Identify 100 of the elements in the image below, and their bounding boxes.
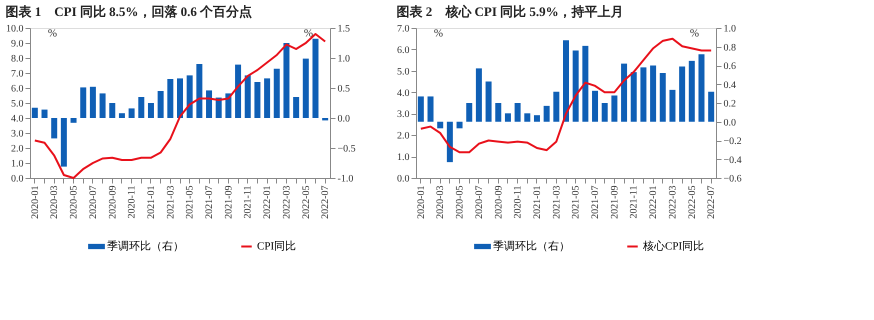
y2-tick-label: 0.8 (724, 42, 736, 54)
bar (254, 82, 260, 118)
y-axis-title: % (434, 28, 444, 40)
y-tick-label: 5.0 (397, 66, 410, 78)
bar (534, 115, 540, 122)
bar (90, 86, 96, 118)
x-tick-label: 2021-03 (551, 186, 562, 219)
x-tick-label: 2022-01 (648, 186, 660, 219)
bar (708, 92, 714, 122)
x-tick-label: 2022-03 (667, 186, 678, 219)
bar (437, 122, 444, 128)
bar (476, 68, 482, 122)
bar (118, 113, 125, 118)
x-tick-label: 2020-11 (126, 186, 138, 218)
y-tick-label: 8.0 (11, 54, 24, 64)
x-tick-label: 2021-05 (570, 186, 582, 219)
y2-tick-label: 0.6 (724, 61, 736, 72)
bar (495, 103, 502, 122)
x-tick-label: 2020-07 (88, 186, 99, 219)
x-tick-label: 2021-03 (165, 186, 176, 219)
bar (60, 118, 67, 167)
legend-label: CPI同比 (257, 240, 296, 252)
x-tick-label: 2022-03 (281, 186, 292, 219)
x-tick-label: 2020-11 (512, 186, 524, 218)
bar (302, 58, 309, 118)
x-tick-label: 2021-11 (628, 186, 640, 218)
bar (206, 90, 212, 118)
x-tick-label: 2021-11 (242, 186, 254, 218)
legend-label: 季调环比（右） (493, 240, 570, 252)
legend-label: 核心CPI同比 (642, 240, 704, 252)
bar (51, 118, 58, 138)
bar (418, 96, 424, 122)
x-tick-label: 2021-07 (204, 186, 216, 219)
y-tick-label: 7.0 (11, 68, 24, 80)
bar (312, 38, 318, 118)
bar (158, 91, 164, 118)
bar (293, 97, 300, 118)
bar (611, 96, 618, 122)
x-tick-label: 2021-09 (609, 186, 620, 219)
bar (669, 90, 676, 122)
y2-tick-label: 0.4 (724, 80, 736, 91)
y-tick-label: 7.0 (397, 24, 410, 34)
bar (186, 75, 193, 118)
bar (100, 93, 106, 118)
x-tick-label: 2020-07 (474, 186, 485, 219)
y2-tick-label: 1.0 (724, 24, 736, 34)
line-series (420, 38, 712, 154)
bar (486, 81, 492, 122)
chart-title: 图表 2 核心 CPI 同比 5.9%，持平上月 (396, 4, 624, 19)
y-tick-label: 4.0 (397, 88, 410, 99)
bar (109, 103, 116, 118)
y-tick-label: 5.0 (11, 98, 24, 110)
x-tick-label: 2020-05 (454, 186, 466, 219)
x-tick-label: 2022-01 (262, 186, 274, 219)
y2-tick-label: 1.0 (338, 54, 350, 64)
x-tick-label: 2020-05 (68, 186, 80, 219)
bar (524, 113, 530, 122)
x-tick-label: 2020-01 (416, 186, 427, 219)
x-tick-label: 2022-05 (686, 186, 698, 219)
y-tick-label: 2.0 (397, 130, 410, 142)
y-tick-label: 1.0 (11, 158, 24, 170)
bar (466, 103, 472, 122)
y-tick-label: 3.0 (397, 109, 410, 120)
bar (688, 60, 695, 122)
y2-tick-label: 0.5 (338, 84, 350, 94)
x-tick-label: 2020-01 (30, 186, 41, 219)
y-tick-label: 2.0 (11, 144, 24, 154)
bar (563, 40, 569, 122)
bar (128, 108, 135, 118)
y-tick-label: 4.0 (11, 114, 24, 124)
x-tick-label: 2021-09 (223, 186, 234, 219)
chart-title: 图表 1 CPI 同比 8.5%，回落 0.6 个百分点 (6, 4, 252, 19)
bar (679, 66, 686, 122)
bar (138, 97, 144, 118)
bar (650, 66, 656, 122)
x-tick-label: 2020-03 (49, 186, 60, 219)
bar (235, 64, 242, 118)
x-tick-label: 2022-07 (706, 186, 718, 219)
x-tick-label: 2022-05 (300, 186, 312, 219)
bar (640, 67, 646, 122)
x-tick-label: 2020-09 (493, 186, 504, 219)
x-tick-label: 2021-07 (590, 186, 602, 219)
y2-axis-title: % (304, 28, 314, 40)
bar (80, 87, 86, 118)
bar (602, 103, 608, 122)
bar (148, 103, 154, 118)
bar (274, 68, 280, 118)
y2-tick-label: 0.0 (724, 117, 736, 128)
y2-tick-label: 1.5 (338, 24, 350, 34)
y-tick-label: 9.0 (11, 38, 24, 50)
bar (544, 106, 550, 122)
bar (70, 118, 77, 123)
bar (167, 79, 174, 118)
y2-tick-label: −0.5 (338, 144, 356, 154)
bar (244, 75, 251, 118)
bar (582, 46, 588, 122)
x-tick-label: 2020-09 (107, 186, 118, 219)
bar (42, 110, 48, 118)
y-axis-title: % (48, 28, 58, 40)
bar (660, 73, 666, 122)
